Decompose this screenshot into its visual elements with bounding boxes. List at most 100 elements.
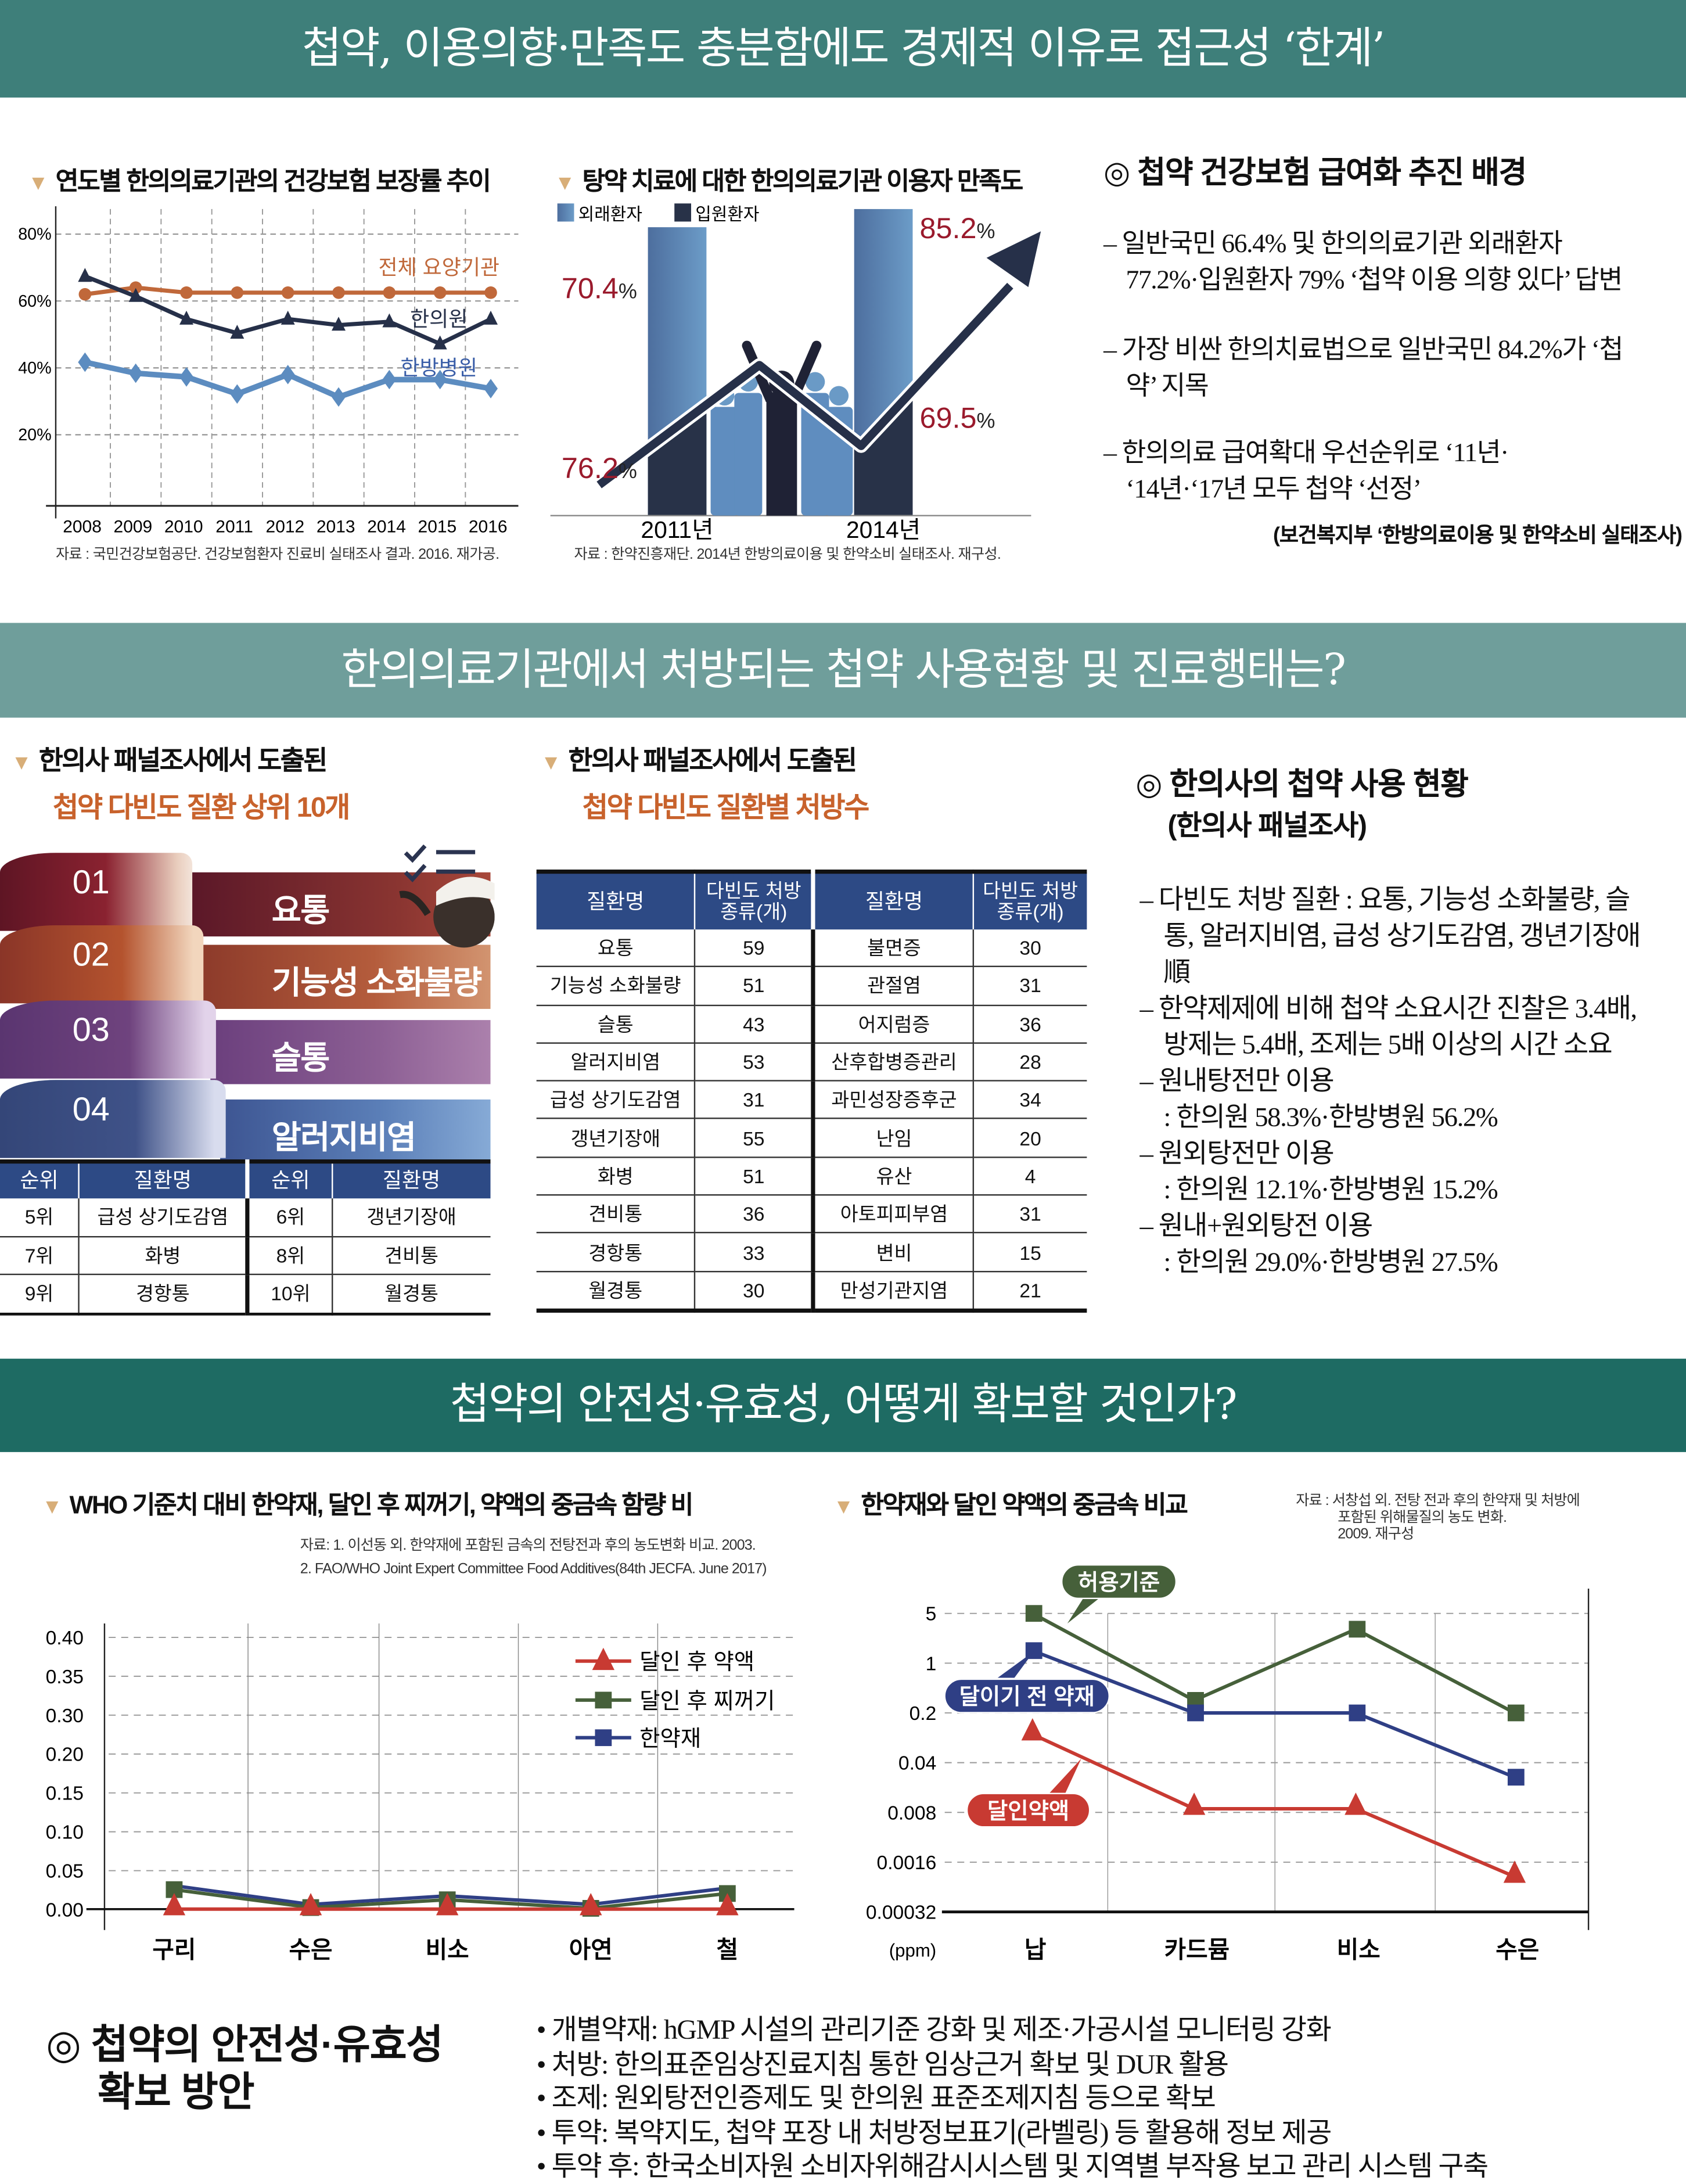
table-cell: 8위 xyxy=(247,1236,333,1276)
legend-label: 외래환자 xyxy=(578,205,642,224)
y-tick-label: 20% xyxy=(18,426,52,444)
y-tick-label: 0.30 xyxy=(46,1705,84,1727)
table-cell: 36 xyxy=(973,1004,1087,1044)
background-item-line: – 가장 비싼 한의치료법으로 일반국민 84.2%가 ‘첩 xyxy=(1103,336,1623,365)
background-title: ◎ 첩약 건강보험 급여화 추진 배경 xyxy=(1103,155,1527,190)
data-point xyxy=(1187,1704,1204,1722)
triangle-marker-icon: ▼ xyxy=(540,751,562,775)
y-tick-label: 5 xyxy=(926,1604,937,1625)
legend-label: 달인 후 약액 xyxy=(639,1650,754,1675)
table-row: 9위 경항통 10위 월경통 xyxy=(0,1274,491,1314)
heavy-metal-ratio-chart: 0.40 0.35 0.30 0.20 0.15 0.10 0.05 0.00 구리 수은 비소 아연… xyxy=(46,1623,795,1963)
usage-line: – 원내+원외탕전 이용 xyxy=(1139,1212,1374,1242)
tier-rank: 04 xyxy=(72,1091,110,1129)
heavy-metal-compare-source: 자료 : 서창섭 외. 전탕 전과 후의 한약재 및 처방에 포함된 위해물질의… xyxy=(1296,1492,1580,1542)
table-cell: 55 xyxy=(695,1119,816,1158)
safety-title: ◎ 첩약의 안전성·유효성 xyxy=(46,2023,443,2068)
table-cell: 만성기관지염 xyxy=(814,1271,974,1312)
y-tick-label: 0.10 xyxy=(46,1822,84,1844)
heavy-metal-compare-chart: 5 1 0.2 0.04 0.008 0.0016 0.00032 납 카드뮴 비소 수은 (ppm)… xyxy=(866,1564,1590,1963)
background-item-line: ‘14년·‘17년 모두 첩약 ‘선정’ xyxy=(1126,475,1422,505)
data-point xyxy=(1349,1621,1366,1638)
data-point xyxy=(433,335,447,350)
series-label: 전체 요양기관 xyxy=(378,256,499,279)
table-cell: 10위 xyxy=(247,1274,333,1314)
table-cell: 28 xyxy=(973,1043,1087,1082)
data-point xyxy=(484,310,498,325)
series-line xyxy=(1031,1648,1516,1779)
table-cell: 경항통 xyxy=(79,1274,250,1314)
column-header: 순위 xyxy=(0,1161,80,1199)
data-point xyxy=(281,365,295,385)
data-point xyxy=(382,369,397,390)
table-cell: 월경통 xyxy=(332,1274,491,1314)
data-point xyxy=(1507,1769,1525,1786)
callout-pointer xyxy=(1048,1758,1081,1795)
table-cell: 화병 xyxy=(79,1236,250,1276)
category-label: 2011년 xyxy=(641,516,713,543)
x-tick-label: 2015 xyxy=(418,517,457,536)
coverage-chart-title-text: 연도별 한의의료기관의 건강보험 보장률 추이 xyxy=(55,167,491,195)
section-header-safety: 첩약의 안전성·유효성, 어떻게 확보할 것인가? xyxy=(0,1359,1686,1452)
table-cell: 요통 xyxy=(536,929,696,968)
series-callout xyxy=(944,1678,1110,1714)
series-callout-label: 달이기 전 약재 xyxy=(959,1684,1095,1709)
legend-swatch xyxy=(674,203,692,222)
ranking-subtitle: 첩약 다빈도 질환 상위 10개 xyxy=(53,793,350,824)
trend-arrow xyxy=(596,282,1013,488)
data-point xyxy=(332,387,346,407)
table-cell: 36 xyxy=(695,1195,816,1234)
data-point xyxy=(179,367,194,387)
y-tick-label: 0.35 xyxy=(46,1666,84,1688)
coverage-chart-title: ▼ 연도별 한의의료기관의 건강보험 보장률 추이 xyxy=(28,161,491,197)
data-point xyxy=(383,286,396,299)
usage-line: – 원외탕전만 이용 xyxy=(1139,1140,1335,1169)
y-tick-label: 1 xyxy=(926,1653,937,1675)
y-tick-label: 80% xyxy=(18,225,52,244)
tier-disease: 슬통 xyxy=(271,1039,330,1076)
series-callout xyxy=(1061,1564,1177,1599)
heavy-metal-ratio-source: 자료: 1. 이선동 외. 한약재에 포함된 금속의 전탕전과 후의 농도변화 … xyxy=(300,1534,767,1578)
triangle-marker-icon: ▼ xyxy=(41,1495,63,1520)
data-point xyxy=(433,286,447,299)
data-point xyxy=(484,379,498,398)
table-cell: 7위 xyxy=(0,1236,80,1276)
column-header: 질환명 xyxy=(332,1161,491,1199)
satisfaction-chart-title-text: 탕약 치료에 대한 한의의료기관 이용자 만족도 xyxy=(582,167,1024,195)
legend-marker xyxy=(595,1691,612,1709)
background-item-line: 약’ 지목 xyxy=(1126,372,1209,401)
bar-inpatient xyxy=(648,412,707,516)
y-tick-label: 60% xyxy=(18,292,52,311)
table-cell: 기능성 소화불량 xyxy=(536,967,696,1006)
legend-swatch xyxy=(557,203,574,222)
heavy-metal-compare-title-text: 한약재와 달인 약액의 중금속 비교 xyxy=(861,1491,1188,1520)
data-point xyxy=(179,310,194,325)
x-tick-label: 2012 xyxy=(266,517,305,536)
data-point xyxy=(1503,1860,1526,1883)
section-header-access: 첩약, 이용의향·만족도 충분함에도 경제적 이유로 접근성 ‘한계’ xyxy=(0,0,1686,98)
data-point xyxy=(231,286,244,299)
table-cell: 월경통 xyxy=(536,1271,696,1312)
data-point xyxy=(281,310,295,325)
table-row: 갱년기장애 55 난임 20 xyxy=(536,1119,1087,1158)
legend-label: 달인 후 찌꺼기 xyxy=(639,1689,775,1714)
teapot-icon xyxy=(399,844,495,948)
table-cell: 화병 xyxy=(536,1156,696,1196)
background-item-line: 77.2%·입원환자 79% ‘첩약 이용 의향 있다’ 답변 xyxy=(1126,266,1623,296)
data-point xyxy=(1349,1704,1366,1722)
table-cell: 견비통 xyxy=(536,1195,696,1234)
unit-label: (ppm) xyxy=(889,1940,936,1960)
usage-line: 통, 알러지비염, 급성 상기도감염, 갱년기장애 xyxy=(1163,922,1641,952)
y-tick-label: 40% xyxy=(18,359,52,378)
category-label: 2014년 xyxy=(846,516,921,543)
data-point xyxy=(332,317,346,331)
safety-item: • 투약: 복약지도, 첩약 포장 내 처방정보표기(라벨링) 등 활용해 정보… xyxy=(536,2118,1332,2149)
safety-item: • 투약 후: 한국소비자원 소비자위해감시시스템 및 지역별 부작용 보고 관… xyxy=(536,2152,1489,2183)
series-line xyxy=(1031,1612,1516,1715)
triangle-marker-icon: ▼ xyxy=(11,751,32,775)
x-tick-label: 2016 xyxy=(469,517,508,536)
y-tick-label: 0.0016 xyxy=(877,1852,937,1874)
table-cell: 산후합병증관리 xyxy=(814,1043,974,1082)
x-tick-label: 2009 xyxy=(114,517,153,536)
data-point xyxy=(128,363,143,383)
